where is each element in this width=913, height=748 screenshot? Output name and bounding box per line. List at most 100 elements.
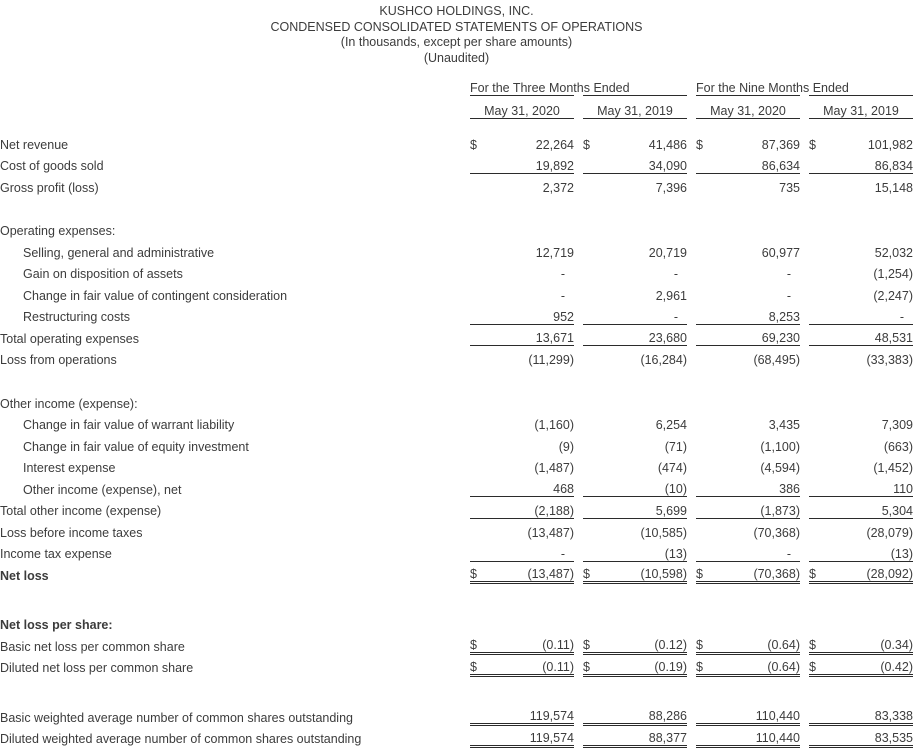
table-row: Net revenue $ 22,264 $ 41,486 $ 87,369 $… — [0, 130, 913, 152]
table-row: Diluted weighted average number of commo… — [0, 724, 913, 748]
row-value: - — [560, 267, 565, 281]
units-note: (In thousands, except per share amounts) — [340, 35, 573, 49]
row-value: - — [786, 288, 791, 303]
company-name: KUSHCO HOLDINGS, INC. — [379, 4, 534, 18]
row-value: - — [718, 539, 800, 562]
row-label: Cost of goods sold — [0, 159, 104, 173]
row-label: Interest expense — [23, 461, 116, 475]
currency-symbol: $ — [470, 653, 492, 677]
currency-spacer — [809, 151, 831, 174]
row-value: 83,338 — [831, 703, 913, 726]
table-row: Gain on disposition of assets - - - (1,2… — [0, 260, 913, 282]
row-value: 5,699 — [605, 496, 687, 519]
currency-spacer — [809, 518, 831, 540]
row-value: 386 — [718, 475, 800, 497]
row-label: Basic net loss per common share — [0, 639, 185, 654]
currency-spacer — [809, 724, 831, 748]
currency-spacer — [470, 518, 492, 540]
row-value: (0.11) — [492, 632, 574, 655]
currency-spacer — [696, 411, 718, 433]
row-value: (1,487) — [534, 461, 574, 475]
currency-spacer — [583, 454, 605, 476]
currency-spacer — [470, 346, 492, 368]
row-value: 735 — [779, 180, 800, 195]
section-header-label: Operating expenses: — [0, 224, 116, 238]
currency-spacer — [583, 173, 605, 195]
currency-spacer — [696, 173, 718, 195]
spacer-row — [0, 118, 913, 130]
currency-spacer — [696, 302, 718, 325]
currency-spacer — [696, 703, 718, 726]
table-row: Total other income (expense) (2,188) 5,6… — [0, 496, 913, 519]
row-label: Gross profit (loss) — [0, 180, 99, 195]
spacer-cell — [687, 73, 696, 95]
row-value: 20,719 — [648, 245, 687, 260]
date-header-col2: May 31, 2019 — [583, 95, 687, 119]
row-label: Change in fair value of equity investmen… — [23, 439, 249, 454]
row-value: (16,284) — [640, 353, 687, 367]
table-row: Basic net loss per common share $ (0.11)… — [0, 632, 913, 655]
currency-spacer — [583, 518, 605, 540]
date-header-col3: May 31, 2020 — [696, 95, 800, 119]
row-value: 7,309 — [881, 418, 913, 432]
currency-spacer — [809, 539, 831, 562]
row-value: 110,440 — [718, 703, 800, 726]
row-label: Net revenue — [0, 137, 69, 152]
currency-spacer — [583, 496, 605, 519]
currency-spacer — [809, 281, 831, 303]
currency-spacer — [583, 475, 605, 497]
table-row: Income tax expense - (13) - (13) — [0, 539, 913, 562]
column-group-header-row: For the Three Months Ended For the Three… — [0, 73, 913, 96]
row-value: 13,671 — [492, 324, 574, 346]
currency-symbol: $ — [809, 653, 831, 677]
currency-spacer — [696, 346, 718, 368]
row-value: - — [786, 267, 791, 281]
currency-spacer — [696, 238, 718, 260]
row-value: 110 — [831, 475, 913, 497]
date-header-col4: May 31, 2019 — [809, 95, 913, 119]
row-value: 86,634 — [718, 151, 800, 174]
table-row: Change in fair value of contingent consi… — [0, 281, 913, 303]
row-value: (28,079) — [866, 525, 913, 540]
currency-spacer — [696, 475, 718, 497]
currency-spacer — [809, 260, 831, 282]
group-header-three-months: For the Three Months Ended — [470, 73, 630, 96]
currency-spacer — [809, 454, 831, 476]
currency-spacer — [470, 281, 492, 303]
currency-symbol: $ — [809, 137, 816, 152]
table-row: Diluted net loss per common share $ (0.1… — [0, 653, 913, 677]
table-row: Change in fair value of equity investmen… — [0, 432, 913, 454]
row-value: 52,032 — [874, 245, 913, 260]
group-header-nine-months: For the Nine Months Ended — [696, 73, 849, 96]
row-value: (11,299) — [528, 353, 574, 367]
row-value: (0.19) — [605, 653, 687, 677]
row-value: (10,585) — [640, 525, 687, 540]
column-date-header-row: May 31, 2020 May 31, 2019 May 31, 2020 M… — [0, 95, 913, 119]
currency-spacer — [470, 151, 492, 174]
row-value: 8,253 — [718, 302, 800, 325]
currency-spacer — [583, 432, 605, 454]
currency-spacer — [470, 475, 492, 497]
date-header-col1: May 31, 2020 — [470, 95, 574, 119]
row-value: 88,286 — [605, 703, 687, 726]
section-header-label: Other income (expense): — [0, 396, 138, 411]
currency-symbol: $ — [809, 561, 831, 584]
document-title-block: KUSHCO HOLDINGS, INC. CONDENSED CONSOLID… — [0, 0, 913, 66]
row-value: (1,452) — [873, 461, 913, 475]
row-value: (10,598) — [605, 561, 687, 584]
currency-spacer — [696, 496, 718, 519]
row-value: (68,495) — [753, 353, 800, 367]
currency-spacer — [583, 411, 605, 433]
row-value: (1,160) — [534, 418, 574, 432]
row-value: - — [605, 302, 687, 325]
currency-symbol: $ — [696, 632, 718, 655]
row-value: (0.64) — [718, 632, 800, 655]
table-row: Interest expense (1,487) (474) (4,594) (… — [0, 454, 913, 476]
table-section-header-row: Net loss per share: — [0, 611, 913, 632]
row-value: (0.42) — [831, 653, 913, 677]
row-value: (1,254) — [873, 267, 913, 281]
table-row: Basic weighted average number of common … — [0, 703, 913, 726]
row-value: (1,873) — [718, 496, 800, 519]
row-value: 83,535 — [831, 724, 913, 748]
